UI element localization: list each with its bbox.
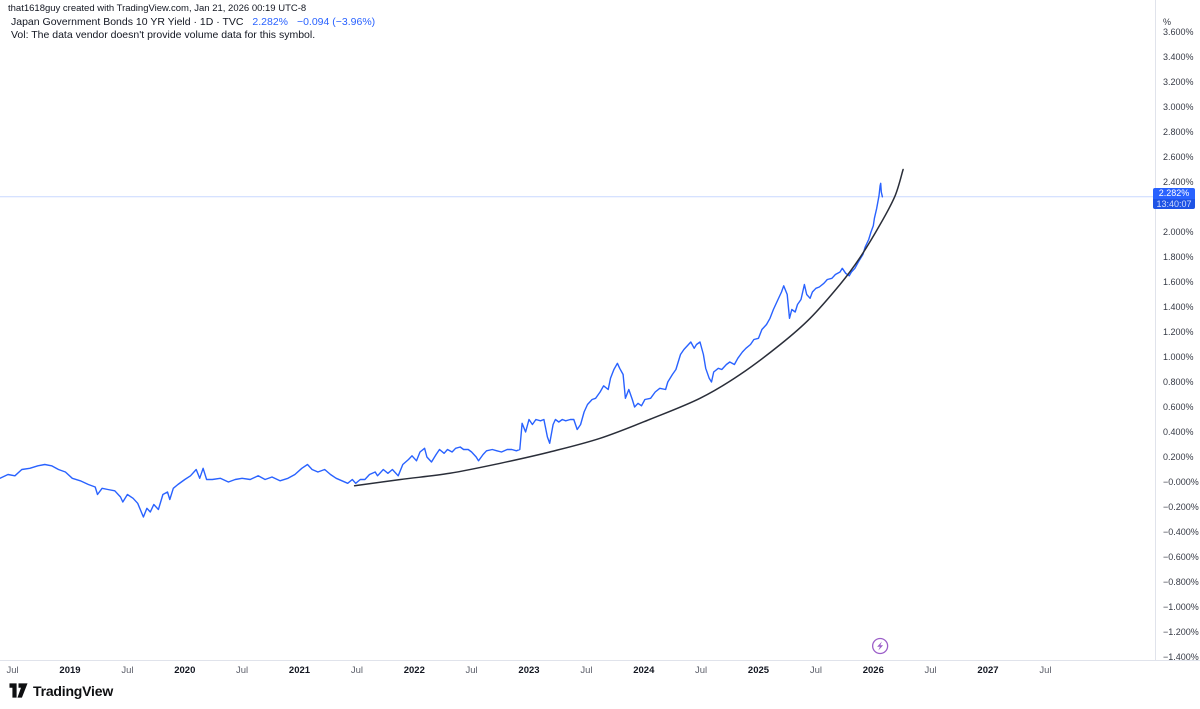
- time-label-month: Jul: [809, 665, 822, 676]
- time-label-month: Jul: [6, 665, 19, 676]
- last-price-label: 2.282% 13:40:07: [1153, 188, 1195, 209]
- volume-note: Vol: The data vendor doesn't provide vol…: [11, 29, 316, 41]
- legend: Japan Government Bonds 10 YR Yield · 1D …: [11, 16, 375, 41]
- price-tick-label: 3.600%: [1163, 27, 1194, 37]
- chart-canvas[interactable]: [0, 0, 1156, 660]
- price-tick-label: −0.600%: [1163, 552, 1199, 562]
- time-label-year: 2020: [174, 665, 196, 676]
- tradingview-logo-icon: [9, 683, 28, 698]
- time-label-year: 2024: [633, 665, 655, 676]
- time-label-month: Jul: [121, 665, 134, 676]
- last-price-value: 2.282%: [252, 16, 289, 28]
- time-label-year: 2026: [862, 665, 884, 676]
- time-label-month: Jul: [236, 665, 249, 676]
- price-tick-label: 3.400%: [1163, 52, 1194, 62]
- price-tick-label: −0.200%: [1163, 502, 1199, 512]
- price-tick-label: −0.800%: [1163, 577, 1199, 587]
- time-label-year: 2025: [747, 665, 770, 676]
- time-label-month: Jul: [1039, 665, 1052, 676]
- price-tick-label: 2.600%: [1163, 152, 1194, 162]
- tradingview-logo-text: TradingView: [33, 682, 114, 699]
- price-tick-label: 2.000%: [1163, 227, 1194, 237]
- time-scale[interactable]: Jul 2019 Jul 2020 Jul 2021 Jul 2022 Jul 2023 Jul 20…: [0, 660, 1200, 683]
- price-scale[interactable]: % 2.282% 13:40:07 3.600% 3.400% 3.200% 3.00…: [1153, 0, 1200, 662]
- price-tick-label: −1.400%: [1163, 652, 1199, 662]
- bar-countdown: 13:40:07: [1153, 199, 1195, 209]
- price-scale-unit: %: [1163, 17, 1172, 27]
- price-tick-label: 3.200%: [1163, 77, 1194, 87]
- time-label-year: 2023: [518, 665, 540, 676]
- time-label-year: 2022: [403, 665, 425, 676]
- price-series-line[interactable]: [0, 182, 884, 518]
- price-tick-label: 0.400%: [1163, 427, 1194, 437]
- price-tick-label: 1.200%: [1163, 327, 1194, 337]
- price-tick-label: 1.400%: [1163, 302, 1194, 312]
- price-tick-label: 0.800%: [1163, 377, 1194, 387]
- time-label-month: Jul: [580, 665, 593, 676]
- time-label-month: Jul: [350, 665, 363, 676]
- tradingview-logo[interactable]: TradingView: [9, 682, 113, 699]
- time-label-year: 2027: [977, 665, 999, 676]
- attribution-text: that1618guy created with TradingView.com…: [8, 3, 307, 14]
- time-label-year: 2021: [288, 665, 311, 676]
- trend-curve[interactable]: [353, 168, 904, 487]
- last-price-label-value: 2.282%: [1153, 188, 1195, 199]
- price-tick-label: 2.400%: [1163, 177, 1194, 187]
- price-tick-label: 3.000%: [1163, 102, 1194, 112]
- price-tick-label: −0.400%: [1163, 527, 1199, 537]
- time-label-month: Jul: [924, 665, 937, 676]
- price-tick-label: 1.000%: [1163, 352, 1194, 362]
- price-change-value: −0.094 (−3.96%): [296, 16, 376, 28]
- time-label-month: Jul: [695, 665, 708, 676]
- price-tick-label: 2.800%: [1163, 127, 1194, 137]
- price-tick-label: 0.600%: [1163, 402, 1194, 412]
- price-tick-label: −1.000%: [1163, 602, 1199, 612]
- price-tick-label: −0.000%: [1163, 477, 1199, 487]
- price-tick-label: 1.800%: [1163, 252, 1194, 262]
- event-icon[interactable]: [871, 637, 889, 655]
- symbol-title[interactable]: Japan Government Bonds 10 YR Yield · 1D …: [11, 16, 244, 28]
- price-tick-label: 0.200%: [1163, 452, 1194, 462]
- price-tick-label: −1.200%: [1163, 627, 1199, 637]
- time-label-month: Jul: [465, 665, 478, 676]
- time-label-year: 2019: [59, 665, 81, 676]
- price-tick-label: 1.600%: [1163, 277, 1194, 287]
